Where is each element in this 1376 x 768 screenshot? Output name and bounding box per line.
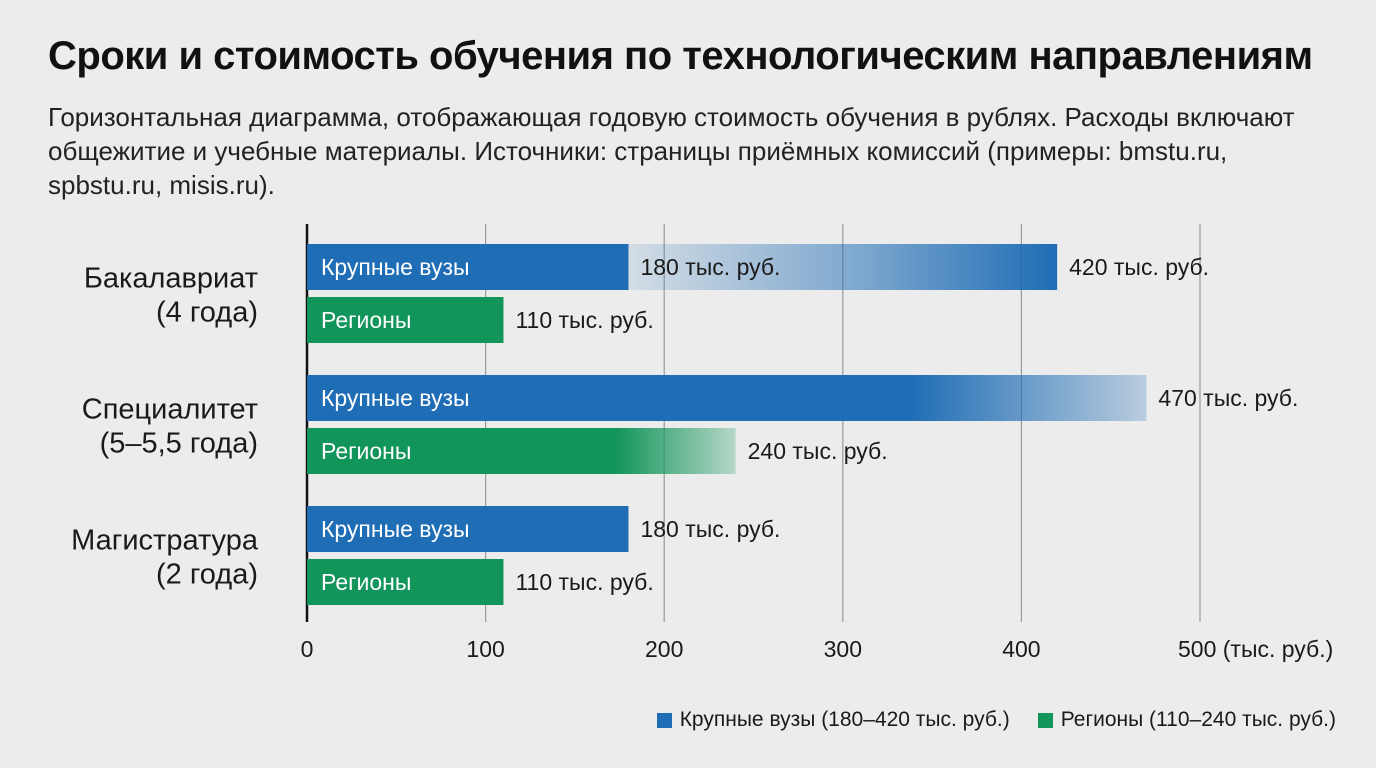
bar-inner-label: Крупные вузы [321,516,470,542]
category-label: (4 года) [156,297,258,329]
legend-label: Регионы (110–240 тыс. руб.) [1060,708,1336,731]
legend: Крупные вузы (180–420 тыс. руб.) Регионы … [656,708,1336,732]
bar-inner-label: Регионы [321,438,411,464]
legend-item-major: Крупные вузы (180–420 тыс. руб.) [656,708,1010,732]
bars [307,244,1147,605]
bar-value-label: 240 тыс. руб. [748,438,888,464]
bar-value-label: 180 тыс. руб. [640,254,780,280]
bar-range-value-label: 420 тыс. руб. [1069,254,1209,280]
bar-value-label: 110 тыс. руб. [515,307,653,333]
bar-regional [307,428,736,474]
chart-subtitle: Горизонтальная диаграмма, отображающая г… [48,102,1295,200]
category-label: Специалитет [82,394,258,426]
category-label: Магистратура [71,525,259,557]
bar-value-label: 180 тыс. руб. [640,516,780,542]
category-label: (5–5,5 года) [100,428,258,460]
legend-swatch [1037,712,1053,728]
bar-inner-label: Крупные вузы [321,254,470,280]
x-tick-label: 200 [645,636,683,662]
bar-major [307,375,1147,421]
grid-lines [305,224,1201,622]
x-tick-label: 0 [301,636,314,662]
legend-swatch [656,712,672,728]
bar-inner-label: Регионы [321,569,411,595]
labels: 0 100 200 300 400 500 (тыс. руб.)Бакалавриат(… [71,254,1333,662]
bar-range-major [628,244,1058,290]
legend-label: Крупные вузы (180–420 тыс. руб.) [679,708,1010,731]
bar-major [307,244,629,290]
bar-regional [307,297,504,343]
legend-item-regional: Регионы (110–240 тыс. руб.) [1037,708,1336,732]
bar-value-label: 470 тыс. руб. [1158,385,1298,411]
x-tick-label: 100 [466,636,504,662]
bar-chart: 0 100 200 300 400 500 (тыс. руб.)Бакалавриат(… [71,224,1333,662]
bar-value-label: 110 тыс. руб. [515,569,653,595]
bar-inner-label: Регионы [321,307,411,333]
chart-title: Сроки и стоимость обучения по технологич… [48,34,1313,78]
bar-regional [307,559,504,605]
category-label: Бакалавриат [84,263,258,295]
x-tick-label: 500 (тыс. руб.) [1178,636,1333,662]
category-label: (2 года) [156,559,258,591]
x-tick-label: 400 [1002,636,1040,662]
bar-inner-label: Крупные вузы [321,385,470,411]
x-tick-label: 300 [824,636,862,662]
bar-major [307,506,629,552]
